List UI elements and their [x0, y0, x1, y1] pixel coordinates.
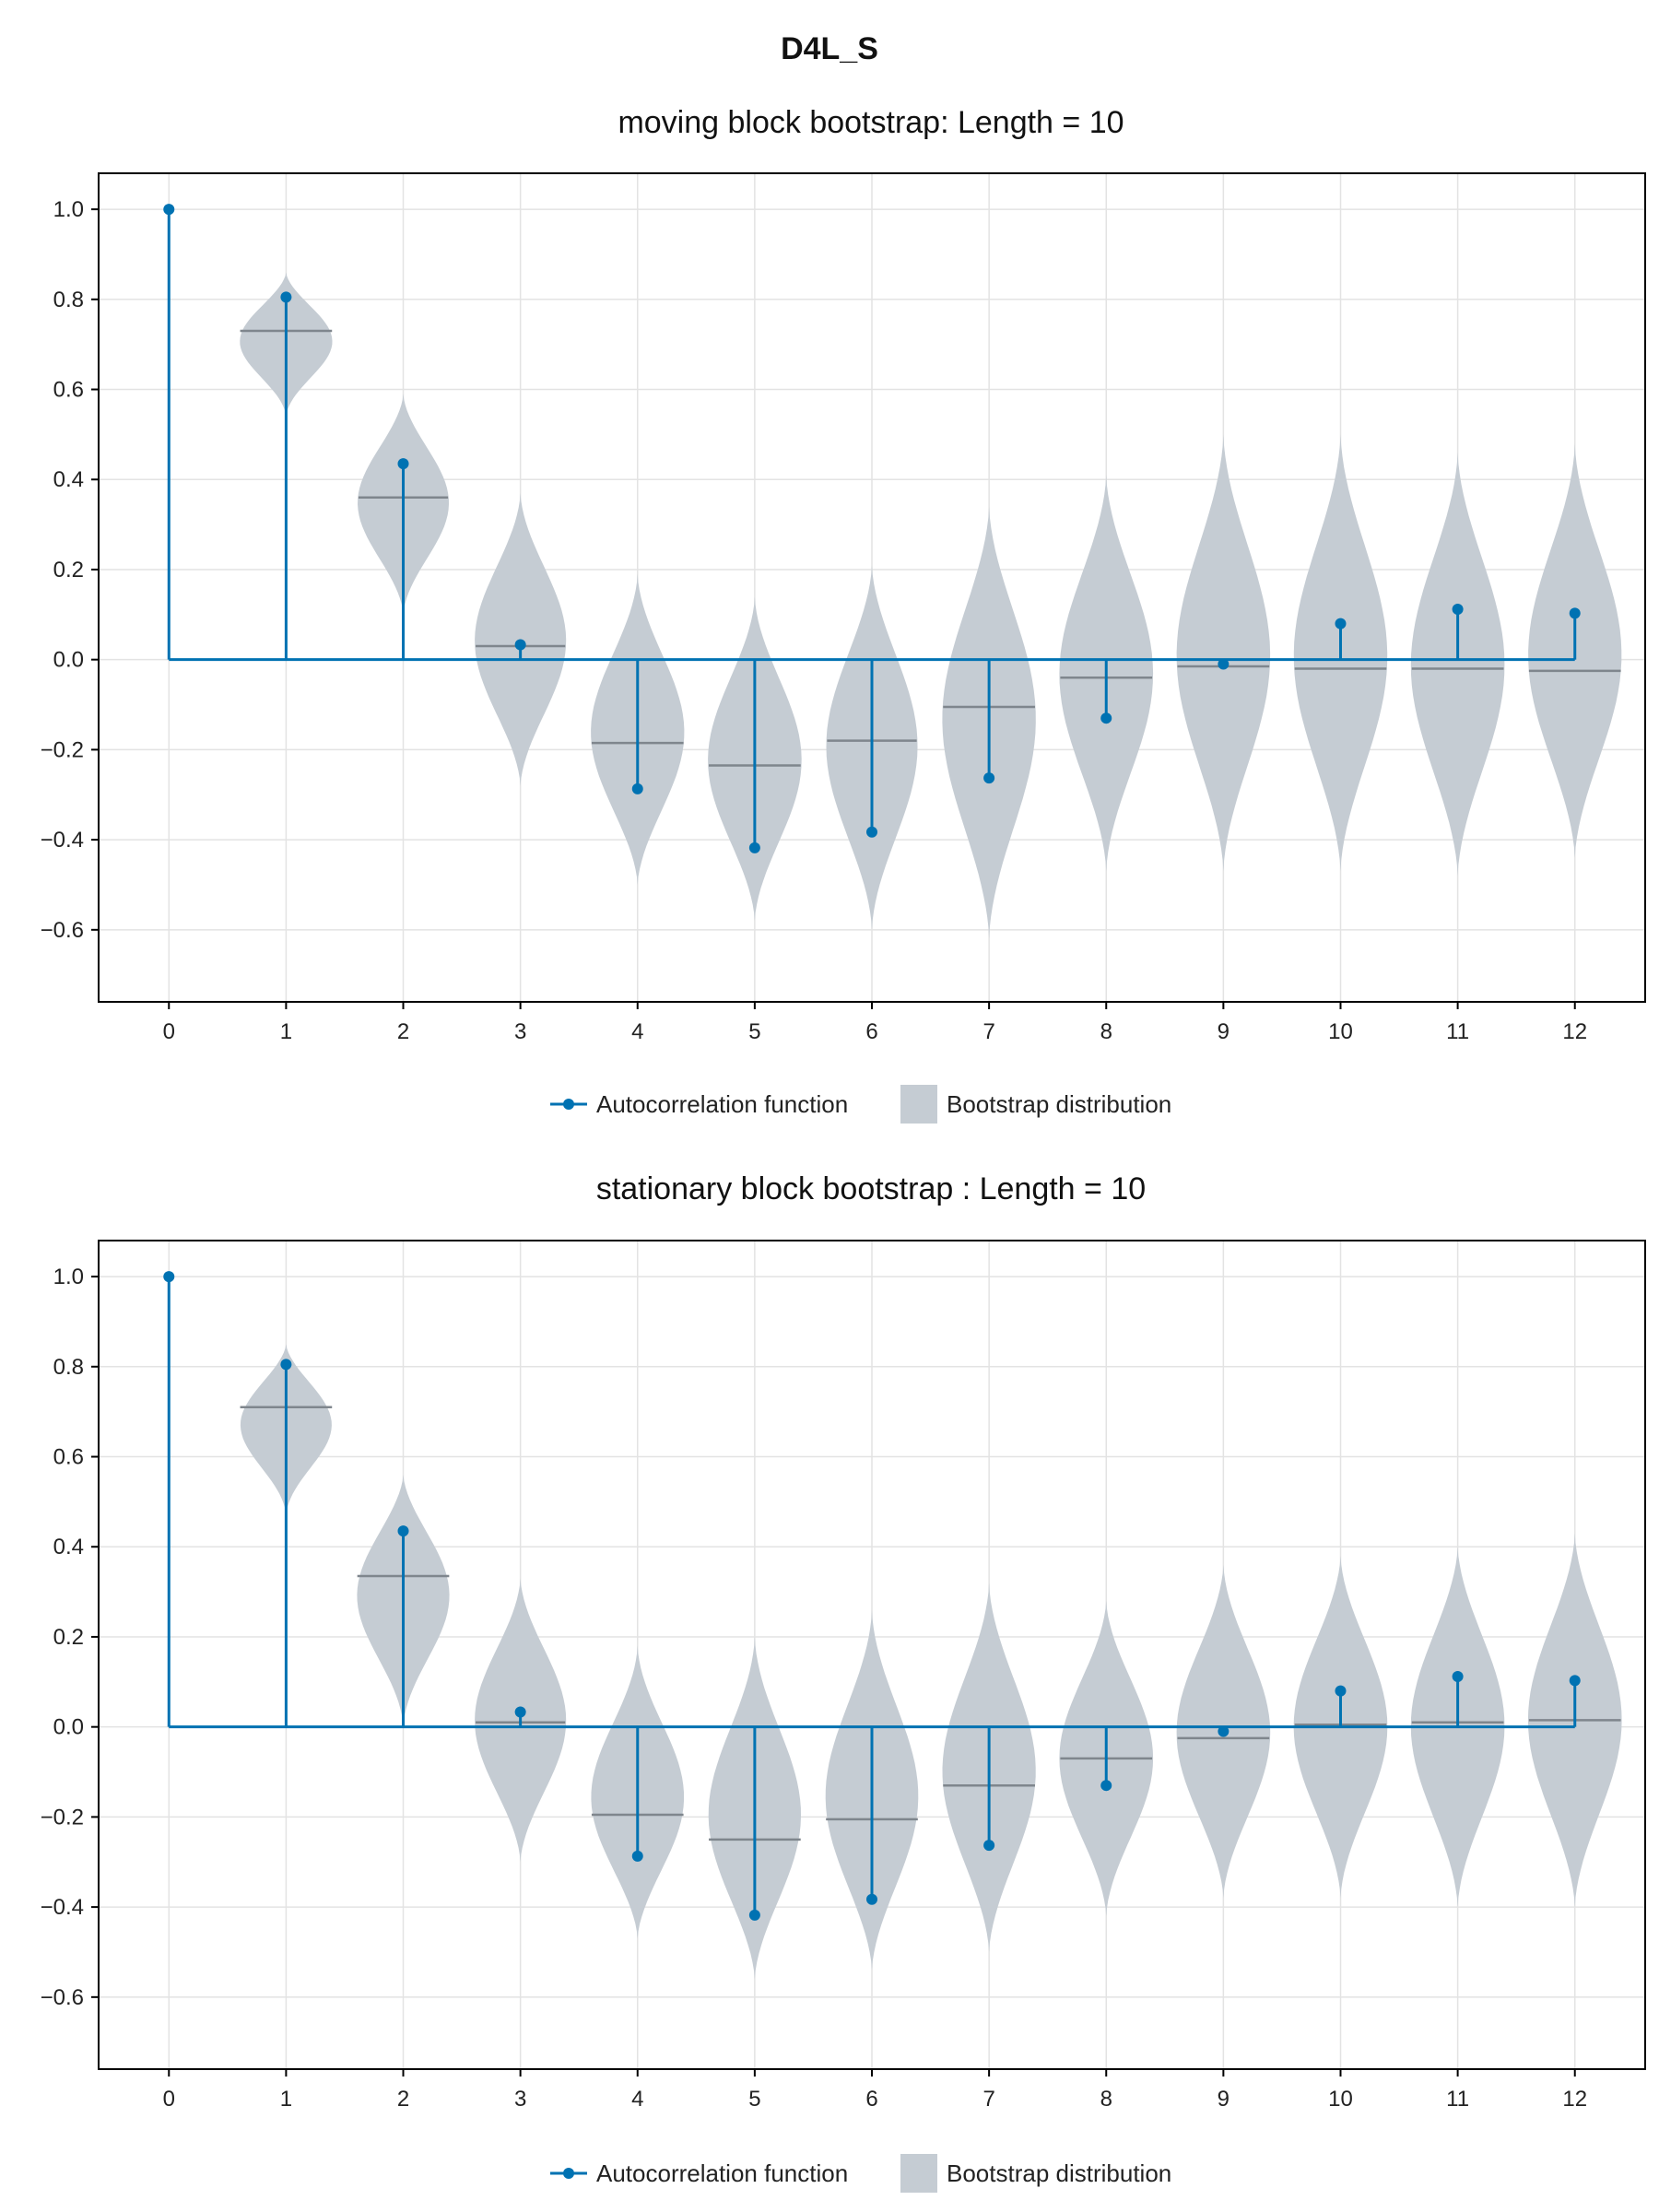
acf-point: [866, 826, 877, 838]
acf-point: [866, 1893, 877, 1905]
x-tick-label: 11: [1446, 1019, 1469, 1044]
y-tick-label: 0.6: [53, 378, 84, 403]
x-tick-label: 0: [163, 1019, 175, 1044]
y-tick-label: 0.4: [53, 467, 84, 492]
x-tick-label: 7: [982, 2087, 994, 2112]
x-tick-label: 12: [1562, 2087, 1587, 2112]
x-tick-label: 5: [748, 1019, 760, 1044]
figure-title: D4L_S: [781, 31, 878, 66]
x-tick-label: 12: [1562, 1019, 1587, 1044]
x-tick-label: 10: [1328, 2087, 1353, 2112]
acf-point: [1569, 607, 1581, 619]
acf-point: [748, 841, 760, 853]
y-tick-label: 0.0: [53, 1715, 84, 1740]
x-tick-label: 1: [280, 1019, 292, 1044]
acf-point: [280, 1359, 292, 1371]
acf-point: [1100, 1780, 1112, 1792]
acf-point: [631, 782, 643, 794]
panel-stationary-block: stationary block bootstrap : Length = 10…: [41, 1171, 1646, 2193]
y-tick-label: 0.2: [53, 558, 84, 582]
x-tick-label: 3: [514, 1019, 526, 1044]
y-tick-label: 1.0: [53, 197, 84, 222]
y-tick-label: 0.4: [53, 1535, 84, 1559]
legend-acf-marker: [563, 2168, 574, 2179]
acf-point: [1452, 603, 1464, 615]
acf-point: [163, 204, 175, 216]
acf-point: [163, 1271, 175, 1283]
acf-point: [748, 1909, 760, 1921]
acf-point: [1335, 1685, 1347, 1697]
y-tick-label: −0.6: [41, 918, 84, 943]
x-tick-label: 8: [1100, 1019, 1112, 1044]
legend: Autocorrelation function Bootstrap distr…: [550, 2154, 1171, 2193]
bootstrap-violin: [1410, 452, 1505, 877]
acf-point: [1100, 712, 1112, 724]
acf-point: [1218, 658, 1230, 670]
acf-point: [1335, 618, 1347, 629]
panel-title: stationary block bootstrap : Length = 10: [596, 1171, 1146, 1206]
legend-bootstrap-label: Bootstrap distribution: [947, 1090, 1171, 1118]
x-tick-label: 11: [1446, 2087, 1469, 2112]
acf-point: [1569, 1675, 1581, 1687]
legend-bootstrap-swatch: [900, 2154, 937, 2193]
acf-point: [397, 1525, 409, 1537]
x-tick-label: 3: [514, 2087, 526, 2112]
x-tick-label: 7: [982, 1019, 994, 1044]
x-tick-label: 1: [280, 2087, 292, 2112]
x-tick-label: 6: [865, 1019, 877, 1044]
acf-point: [1452, 1670, 1464, 1682]
y-tick-label: −0.4: [41, 828, 84, 853]
x-tick-label: 2: [397, 1019, 409, 1044]
x-tick-label: 10: [1328, 1019, 1353, 1044]
x-tick-label: 6: [865, 2087, 877, 2112]
y-tick-label: −0.2: [41, 1805, 84, 1830]
acf-point: [631, 1850, 643, 1862]
acf-point: [983, 772, 995, 784]
panel-title: moving block bootstrap: Length = 10: [618, 105, 1124, 140]
bootstrap-violin: [1176, 434, 1271, 872]
legend-acf-marker: [563, 1099, 574, 1110]
x-tick-label: 2: [397, 2087, 409, 2112]
legend-bootstrap-swatch: [900, 1085, 937, 1124]
y-tick-label: 0.2: [53, 1625, 84, 1650]
legend: Autocorrelation function Bootstrap distr…: [550, 1085, 1171, 1124]
acf-point: [397, 458, 409, 470]
y-tick-label: −0.4: [41, 1895, 84, 1920]
acf-point: [280, 291, 292, 303]
acf-point: [514, 1706, 526, 1718]
y-tick-label: 0.6: [53, 1445, 84, 1470]
y-tick-label: 0.0: [53, 648, 84, 673]
legend-acf-label: Autocorrelation function: [596, 2159, 848, 2187]
y-tick-label: −0.2: [41, 737, 84, 762]
acf-point: [1218, 1725, 1230, 1737]
acf-point: [983, 1840, 995, 1852]
x-tick-label: 4: [631, 1019, 643, 1044]
x-tick-label: 9: [1218, 2087, 1230, 2112]
y-tick-label: 0.8: [53, 1355, 84, 1380]
legend-acf-label: Autocorrelation function: [596, 1090, 848, 1118]
x-tick-label: 5: [748, 2087, 760, 2112]
x-tick-label: 9: [1218, 1019, 1230, 1044]
x-tick-label: 4: [631, 2087, 643, 2112]
x-tick-label: 0: [163, 2087, 175, 2112]
y-tick-label: 0.8: [53, 288, 84, 312]
y-tick-label: −0.6: [41, 1985, 84, 2010]
acf-point: [514, 639, 526, 651]
y-tick-label: 1.0: [53, 1265, 84, 1289]
plot-area: 0 1 2 3 4 5 6 7 8 9 10 11 121.00.80.60.40.20.0−0.2−0…: [41, 1240, 1646, 2112]
legend-bootstrap-label: Bootstrap distribution: [947, 2159, 1171, 2187]
plot-area: 0 1 2 3 4 5 6 7 8 9 10 11 121.00.80.60.40.20.0−0.2−0…: [41, 172, 1646, 1044]
x-tick-label: 8: [1100, 2087, 1112, 2112]
